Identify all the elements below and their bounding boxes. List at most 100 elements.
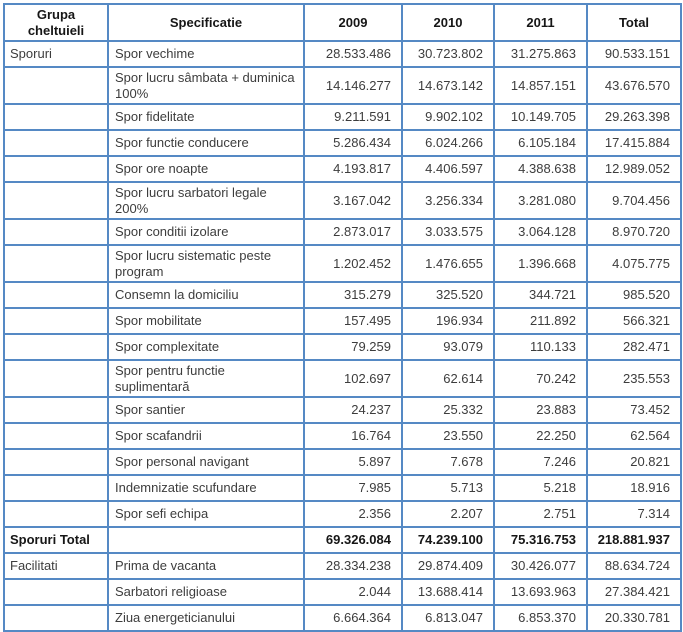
table-row: Spor lucru sâmbata + duminica 100% 14.14… [3, 66, 682, 105]
cell-2009: 6.664.364 [303, 604, 403, 632]
expenses-table: Grupa cheltuieli Specificatie 2009 2010 … [3, 3, 682, 632]
cell-specificatie: Spor complexitate [107, 333, 305, 361]
cell-group [3, 218, 109, 246]
table-row: Spor pentru functie suplimentară 102.697… [3, 359, 682, 398]
cell-group [3, 359, 109, 398]
cell-total: 7.314 [586, 500, 682, 528]
cell-2011: 1.396.668 [493, 244, 588, 283]
cell-2009: 28.533.486 [303, 40, 403, 68]
header-total: Total [586, 3, 682, 42]
cell-2010: 3.033.575 [401, 218, 495, 246]
cell-2010: 30.723.802 [401, 40, 495, 68]
cell-group [3, 578, 109, 606]
cell-specificatie: Indemnizatie scufundare [107, 474, 305, 502]
cell-group: Facilitati [3, 552, 109, 580]
cell-group [3, 448, 109, 476]
cell-specificatie: Prima de vacanta [107, 552, 305, 580]
cell-specificatie: Spor lucru sistematic peste program [107, 244, 305, 283]
cell-2009: 16.764 [303, 422, 403, 450]
cell-group [3, 155, 109, 183]
cell-specificatie: Spor santier [107, 396, 305, 424]
cell-2011: 110.133 [493, 333, 588, 361]
cell-total: 985.520 [586, 281, 682, 309]
table-row: Sporuri Total 69.326.084 74.239.100 75.3… [3, 526, 682, 554]
cell-2011: 13.693.963 [493, 578, 588, 606]
cell-specificatie: Spor vechime [107, 40, 305, 68]
cell-2011: 23.883 [493, 396, 588, 424]
cell-2009: 79.259 [303, 333, 403, 361]
header-2011: 2011 [493, 3, 588, 42]
cell-total: 62.564 [586, 422, 682, 450]
cell-2010: 196.934 [401, 307, 495, 335]
cell-total: 90.533.151 [586, 40, 682, 68]
cell-total: 29.263.398 [586, 103, 682, 131]
cell-specificatie: Spor lucru sâmbata + duminica 100% [107, 66, 305, 105]
cell-specificatie: Consemn la domiciliu [107, 281, 305, 309]
cell-total: 73.452 [586, 396, 682, 424]
cell-2010: 25.332 [401, 396, 495, 424]
cell-2009: 2.044 [303, 578, 403, 606]
cell-2011: 344.721 [493, 281, 588, 309]
cell-specificatie: Spor mobilitate [107, 307, 305, 335]
cell-2009: 157.495 [303, 307, 403, 335]
cell-total: 282.471 [586, 333, 682, 361]
cell-specificatie: Spor lucru sarbatori legale 200% [107, 181, 305, 220]
cell-2009: 4.193.817 [303, 155, 403, 183]
cell-specificatie: Spor fidelitate [107, 103, 305, 131]
cell-total: 18.916 [586, 474, 682, 502]
cell-specificatie: Spor functie conducere [107, 129, 305, 157]
cell-2010: 62.614 [401, 359, 495, 398]
table-row: Spor scafandrii 16.764 23.550 22.250 62.… [3, 422, 682, 450]
cell-group [3, 500, 109, 528]
cell-group [3, 281, 109, 309]
table-row: Spor mobilitate 157.495 196.934 211.892 … [3, 307, 682, 335]
cell-2009: 5.286.434 [303, 129, 403, 157]
cell-2010: 74.239.100 [401, 526, 495, 554]
cell-2010: 93.079 [401, 333, 495, 361]
cell-group [3, 396, 109, 424]
cell-2010: 13.688.414 [401, 578, 495, 606]
cell-specificatie: Spor pentru functie suplimentară [107, 359, 305, 398]
cell-2010: 3.256.334 [401, 181, 495, 220]
cell-2011: 22.250 [493, 422, 588, 450]
cell-specificatie: Spor scafandrii [107, 422, 305, 450]
cell-2010: 2.207 [401, 500, 495, 528]
cell-group [3, 604, 109, 632]
cell-total: 20.821 [586, 448, 682, 476]
cell-total: 218.881.937 [586, 526, 682, 554]
cell-specificatie: Spor ore noapte [107, 155, 305, 183]
cell-2011: 5.218 [493, 474, 588, 502]
table-row: Spor santier 24.237 25.332 23.883 73.452 [3, 396, 682, 424]
table-header-row: Grupa cheltuieli Specificatie 2009 2010 … [3, 3, 682, 42]
table-row: Spor functie conducere 5.286.434 6.024.2… [3, 129, 682, 157]
cell-2009: 2.873.017 [303, 218, 403, 246]
table-row: Spor complexitate 79.259 93.079 110.133 … [3, 333, 682, 361]
cell-2010: 5.713 [401, 474, 495, 502]
cell-total: 12.989.052 [586, 155, 682, 183]
cell-2011: 3.064.128 [493, 218, 588, 246]
cell-2011: 75.316.753 [493, 526, 588, 554]
cell-group [3, 244, 109, 283]
table-row: Facilitati Prima de vacanta 28.334.238 2… [3, 552, 682, 580]
cell-2009: 7.985 [303, 474, 403, 502]
cell-group [3, 129, 109, 157]
cell-2009: 69.326.084 [303, 526, 403, 554]
table-body: Sporuri Spor vechime 28.533.486 30.723.8… [3, 40, 682, 632]
cell-group: Sporuri Total [3, 526, 109, 554]
cell-group [3, 474, 109, 502]
cell-specificatie: Spor sefi echipa [107, 500, 305, 528]
table-row: Consemn la domiciliu 315.279 325.520 344… [3, 281, 682, 309]
table-row: Ziua energeticianului 6.664.364 6.813.04… [3, 604, 682, 632]
cell-2009: 3.167.042 [303, 181, 403, 220]
cell-2011: 6.105.184 [493, 129, 588, 157]
cell-group: Sporuri [3, 40, 109, 68]
table-row: Sarbatori religioase 2.044 13.688.414 13… [3, 578, 682, 606]
cell-total: 17.415.884 [586, 129, 682, 157]
cell-total: 9.704.456 [586, 181, 682, 220]
cell-2010: 6.024.266 [401, 129, 495, 157]
table-row: Indemnizatie scufundare 7.985 5.713 5.21… [3, 474, 682, 502]
table-row: Spor ore noapte 4.193.817 4.406.597 4.38… [3, 155, 682, 183]
cell-total: 235.553 [586, 359, 682, 398]
cell-2010: 9.902.102 [401, 103, 495, 131]
cell-2010: 7.678 [401, 448, 495, 476]
